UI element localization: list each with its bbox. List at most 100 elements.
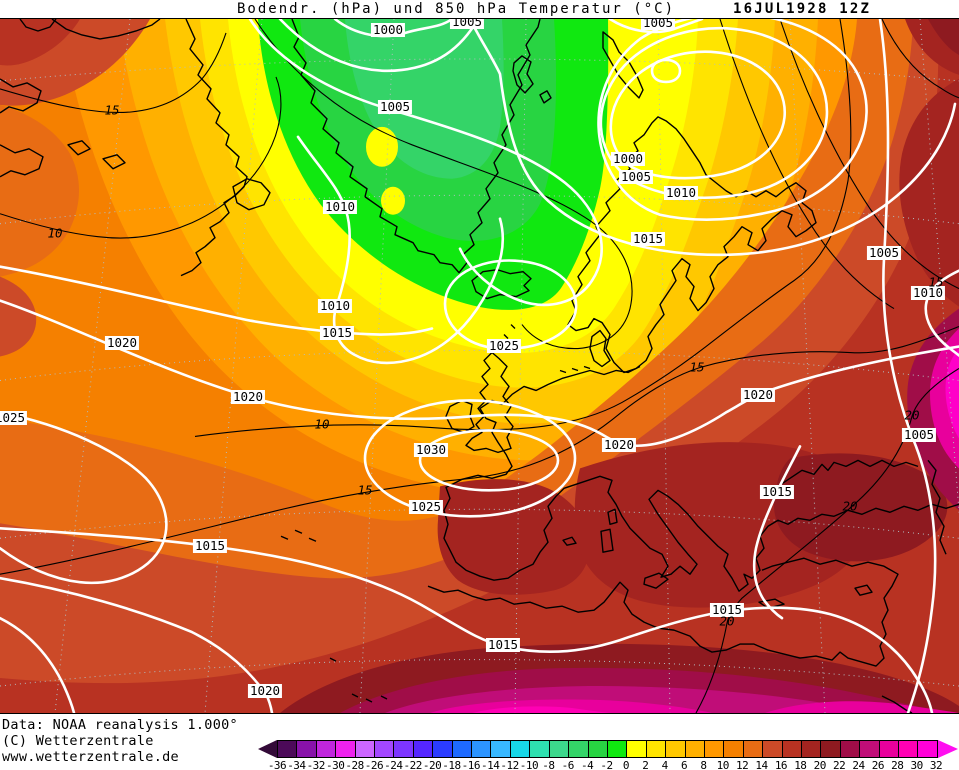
temperature-label: 15: [104, 102, 120, 118]
colorbar-tick-label: -10: [519, 759, 539, 770]
colorbar-tick-label: 22: [832, 759, 846, 770]
credits-block: Data: NOAA reanalysis 1.000° (C) Wetterz…: [2, 717, 238, 765]
coastline-great-britain: [465, 351, 514, 454]
colorbar-tick-label: -28: [345, 759, 364, 770]
colorbar-cell: [801, 741, 822, 757]
isobar-label: 1015: [759, 484, 795, 499]
colorbar-cell: [724, 741, 744, 757]
isobar-label: 1010: [322, 199, 358, 214]
colorbar-tick-label: 10: [716, 759, 730, 770]
colorbar-cell: [355, 741, 376, 757]
coastline-sicily: [643, 572, 669, 589]
colorbar-cell: [918, 741, 937, 757]
colorbar-cell: [840, 741, 861, 757]
temperature-label: 10: [47, 225, 63, 241]
isobar-label: 1020: [104, 335, 140, 350]
colorbar-tick-label: -4: [580, 759, 594, 770]
colorbar-cell: [860, 741, 880, 757]
colorbar-cell: [763, 741, 783, 757]
temperature-label: 10: [314, 416, 330, 432]
isobar-label: 1025: [408, 499, 444, 514]
isobar-label: 1000: [370, 22, 406, 37]
colorbar-tick-label: 32: [929, 759, 943, 770]
colorbar-tick-label: 18: [794, 759, 807, 770]
isobar-label: 1020: [247, 683, 283, 698]
isobar-label: 1005: [449, 19, 485, 29]
credit-data-source: Data: NOAA reanalysis 1.000°: [2, 717, 238, 733]
temperature-label: 15: [689, 359, 705, 375]
coastline-north-africa: [427, 557, 899, 667]
colorbar-tick-label: -16: [461, 759, 481, 770]
coastline-novaya-zemlya: [602, 31, 644, 99]
coastline-denmark: [589, 329, 611, 368]
temperature-label: 15: [928, 274, 944, 290]
colorbar-cell: [510, 741, 531, 757]
colorbar-cell: [297, 741, 317, 757]
colorbar-cell: [413, 741, 434, 757]
isobar-label: 1005: [377, 99, 413, 114]
colorbar-cell: [530, 741, 550, 757]
colorbar-tick-label: 12: [736, 759, 749, 770]
colorbar-cell: [336, 741, 356, 757]
isobar-label: 1025: [0, 411, 28, 425]
colorbar-cell: [472, 741, 492, 757]
temperature-label: 20: [719, 613, 735, 629]
colorbar-tick-label: 8: [700, 759, 707, 770]
colorbar-tick-label: 4: [661, 759, 669, 770]
isobar-label: 1030: [413, 442, 449, 457]
colorbar-cell: [549, 741, 570, 757]
colorbar-cell: [491, 741, 511, 757]
colorbar-tick-label: -18: [442, 759, 461, 770]
coastline-labrador: [180, 19, 248, 277]
coastline-greenland: [291, 19, 541, 274]
colorbar-cell: [685, 741, 705, 757]
colorbar-tick-label: -14: [481, 759, 500, 770]
colorbar-tick-label: 2: [642, 759, 649, 770]
isobar-label: 1015: [630, 231, 666, 246]
coastline-caspian: [927, 459, 947, 555]
colorbar-tick-label: -34: [287, 759, 306, 770]
colorbar-cell: [569, 741, 589, 757]
colorbar-tick-label: -24: [384, 759, 403, 770]
temperature-label: 15: [357, 482, 373, 498]
credit-website[interactable]: www.wetterzentrale.de: [2, 749, 179, 765]
credit-copyright: (C) Wetterzentrale: [2, 733, 154, 749]
weather-map: 1000 1005 1005 1005 1000 1005 1010 1015 1005 1010…: [0, 18, 959, 714]
isobar-label: 1010: [663, 185, 699, 200]
isobar-label: 1015: [485, 637, 521, 652]
colorbar-cell: [666, 741, 686, 757]
colorbar-left-arrow: [258, 740, 277, 758]
colorbar-tick-label: -20: [422, 759, 442, 770]
temperature-contours: [0, 19, 959, 713]
colorbar-cell: [646, 741, 667, 757]
colorbar-tick-label: -8: [542, 759, 555, 770]
colorbar-tick-label: 6: [680, 759, 688, 770]
datetime-label: 16JUL1928 12Z: [733, 1, 872, 17]
isobar-label: 1015: [709, 602, 745, 617]
colorbar-tick-label: 28: [891, 759, 904, 770]
isobar-label: 1025: [486, 338, 522, 353]
isobar-label: 1005: [901, 427, 937, 442]
coastline-newfoundland: [232, 178, 271, 211]
colorbar-cell: [394, 741, 414, 757]
colorbar-cell: [743, 741, 764, 757]
colorbar-cell: [899, 741, 919, 757]
colorbar-cell: [588, 741, 608, 757]
temperature-label: 20: [904, 407, 920, 423]
coastline-continental-europe: [443, 365, 959, 592]
colorbar-tick-label: -12: [500, 759, 519, 770]
colorbar-tick-label: 16: [774, 759, 788, 770]
isobar-label: 1015: [192, 538, 228, 553]
coastline-baffin: [51, 19, 161, 40]
colorbar-tick-label: 24: [852, 759, 865, 770]
colorbar-tick-label: 14: [755, 759, 768, 770]
isobar-label: 1005: [618, 169, 654, 184]
page-title: Bodendr. (hPa) und 850 hPa Temperatur (°…: [237, 1, 676, 17]
colorbar-cell: [607, 741, 628, 757]
isobar-label: 1005: [640, 18, 676, 30]
colorbar-tick-label: -26: [364, 759, 384, 770]
coastlines: [0, 19, 959, 713]
footer: Data: NOAA reanalysis 1.000° (C) Wetterz…: [0, 714, 959, 770]
isobar-label: 1010: [317, 298, 353, 313]
isobar-label: 1010: [910, 285, 946, 300]
